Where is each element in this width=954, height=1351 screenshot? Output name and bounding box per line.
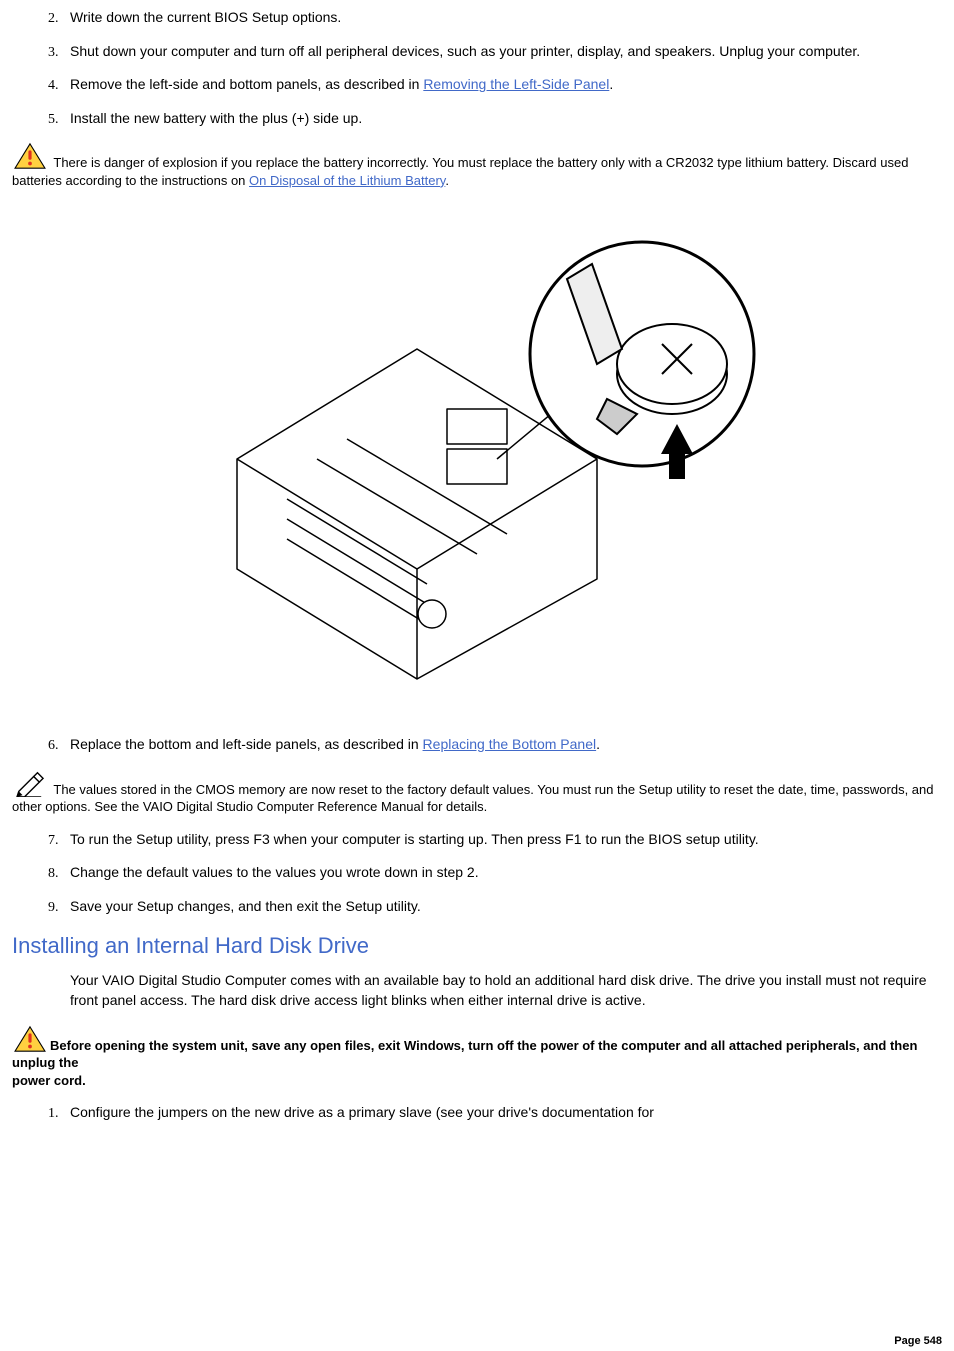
warning-icon bbox=[12, 1025, 48, 1053]
hdd-intro-paragraph: Your VAIO Digital Studio Computer comes … bbox=[62, 971, 942, 1010]
disposal-lithium-battery-link[interactable]: On Disposal of the Lithium Battery bbox=[249, 173, 445, 188]
step-4-text-post: . bbox=[609, 76, 613, 92]
warning-explosion-text-pre: There is danger of explosion if you repl… bbox=[12, 155, 908, 188]
step-9: Save your Setup changes, and then exit t… bbox=[62, 897, 942, 917]
page-number: Page 548 bbox=[894, 1334, 942, 1349]
step-8: Change the default values to the values … bbox=[62, 863, 942, 883]
hdd-step-1: Configure the jumpers on the new drive a… bbox=[62, 1103, 942, 1123]
warning-before-opening-line1: Before opening the system unit, save any… bbox=[12, 1038, 917, 1071]
replacing-bottom-panel-link[interactable]: Replacing the Bottom Panel bbox=[423, 736, 597, 752]
warning-before-opening-line2: power cord. bbox=[12, 1073, 86, 1088]
step-2-text: Write down the current BIOS Setup option… bbox=[70, 9, 341, 25]
steps-list-a: Write down the current BIOS Setup option… bbox=[12, 8, 942, 128]
step-6-text-pre: Replace the bottom and left-side panels,… bbox=[70, 736, 423, 752]
step-7: To run the Setup utility, press F3 when … bbox=[62, 830, 942, 850]
battery-replacement-figure bbox=[12, 209, 942, 705]
note-icon bbox=[12, 769, 48, 797]
step-4-text-pre: Remove the left-side and bottom panels, … bbox=[70, 76, 423, 92]
step-7-text: To run the Setup utility, press F3 when … bbox=[70, 831, 759, 847]
step-8-text: Change the default values to the values … bbox=[70, 864, 479, 880]
warning-icon bbox=[12, 142, 48, 170]
step-5-text: Install the new battery with the plus (+… bbox=[70, 110, 362, 126]
step-6: Replace the bottom and left-side panels,… bbox=[62, 735, 942, 755]
warning-explosion-text-post: . bbox=[445, 173, 449, 188]
step-4: Remove the left-side and bottom panels, … bbox=[62, 75, 942, 95]
step-2: Write down the current BIOS Setup option… bbox=[62, 8, 942, 28]
step-3: Shut down your computer and turn off all… bbox=[62, 42, 942, 62]
installing-hdd-heading: Installing an Internal Hard Disk Drive bbox=[12, 931, 942, 962]
cmos-reset-text: The values stored in the CMOS memory are… bbox=[12, 782, 934, 815]
step-6-text-post: . bbox=[596, 736, 600, 752]
steps-list-c: To run the Setup utility, press F3 when … bbox=[12, 830, 942, 917]
steps-list-b: Replace the bottom and left-side panels,… bbox=[12, 735, 942, 755]
step-5: Install the new battery with the plus (+… bbox=[62, 109, 942, 129]
warning-explosion: There is danger of explosion if you repl… bbox=[12, 142, 942, 189]
warning-before-opening: Before opening the system unit, save any… bbox=[12, 1025, 942, 1090]
step-9-text: Save your Setup changes, and then exit t… bbox=[70, 898, 421, 914]
step-3-text: Shut down your computer and turn off all… bbox=[70, 43, 860, 59]
removing-left-side-panel-link[interactable]: Removing the Left-Side Panel bbox=[423, 76, 609, 92]
cmos-reset-note: The values stored in the CMOS memory are… bbox=[12, 769, 942, 816]
hdd-steps-list: Configure the jumpers on the new drive a… bbox=[12, 1103, 942, 1123]
hdd-step-1-text: Configure the jumpers on the new drive a… bbox=[70, 1104, 654, 1120]
